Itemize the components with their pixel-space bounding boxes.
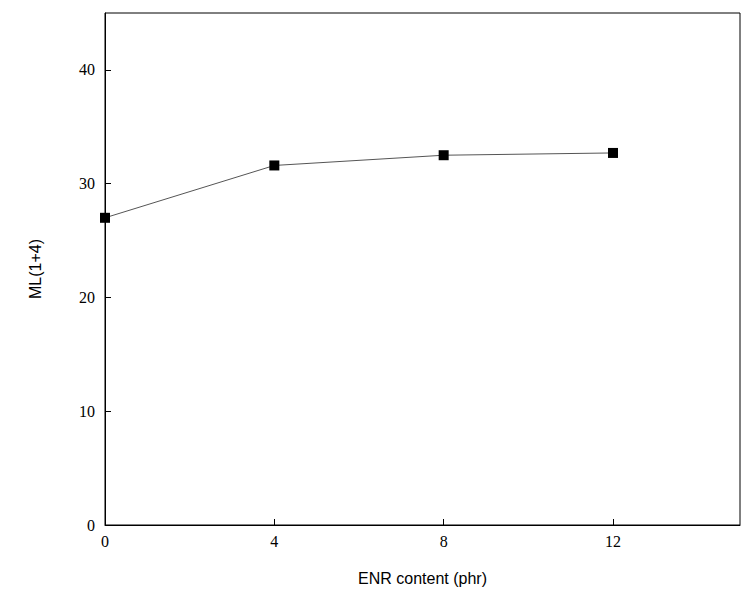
svg-text:4: 4 (270, 533, 278, 550)
svg-text:ENR content (phr): ENR content (phr) (358, 570, 487, 587)
svg-text:0: 0 (87, 517, 95, 534)
svg-text:12: 12 (605, 533, 621, 550)
svg-text:10: 10 (79, 403, 95, 420)
svg-text:30: 30 (79, 175, 95, 192)
svg-text:8: 8 (440, 533, 448, 550)
svg-text:ML(1+4): ML(1+4) (27, 239, 44, 299)
svg-text:0: 0 (101, 533, 109, 550)
svg-text:20: 20 (79, 289, 95, 306)
svg-text:40: 40 (79, 61, 95, 78)
